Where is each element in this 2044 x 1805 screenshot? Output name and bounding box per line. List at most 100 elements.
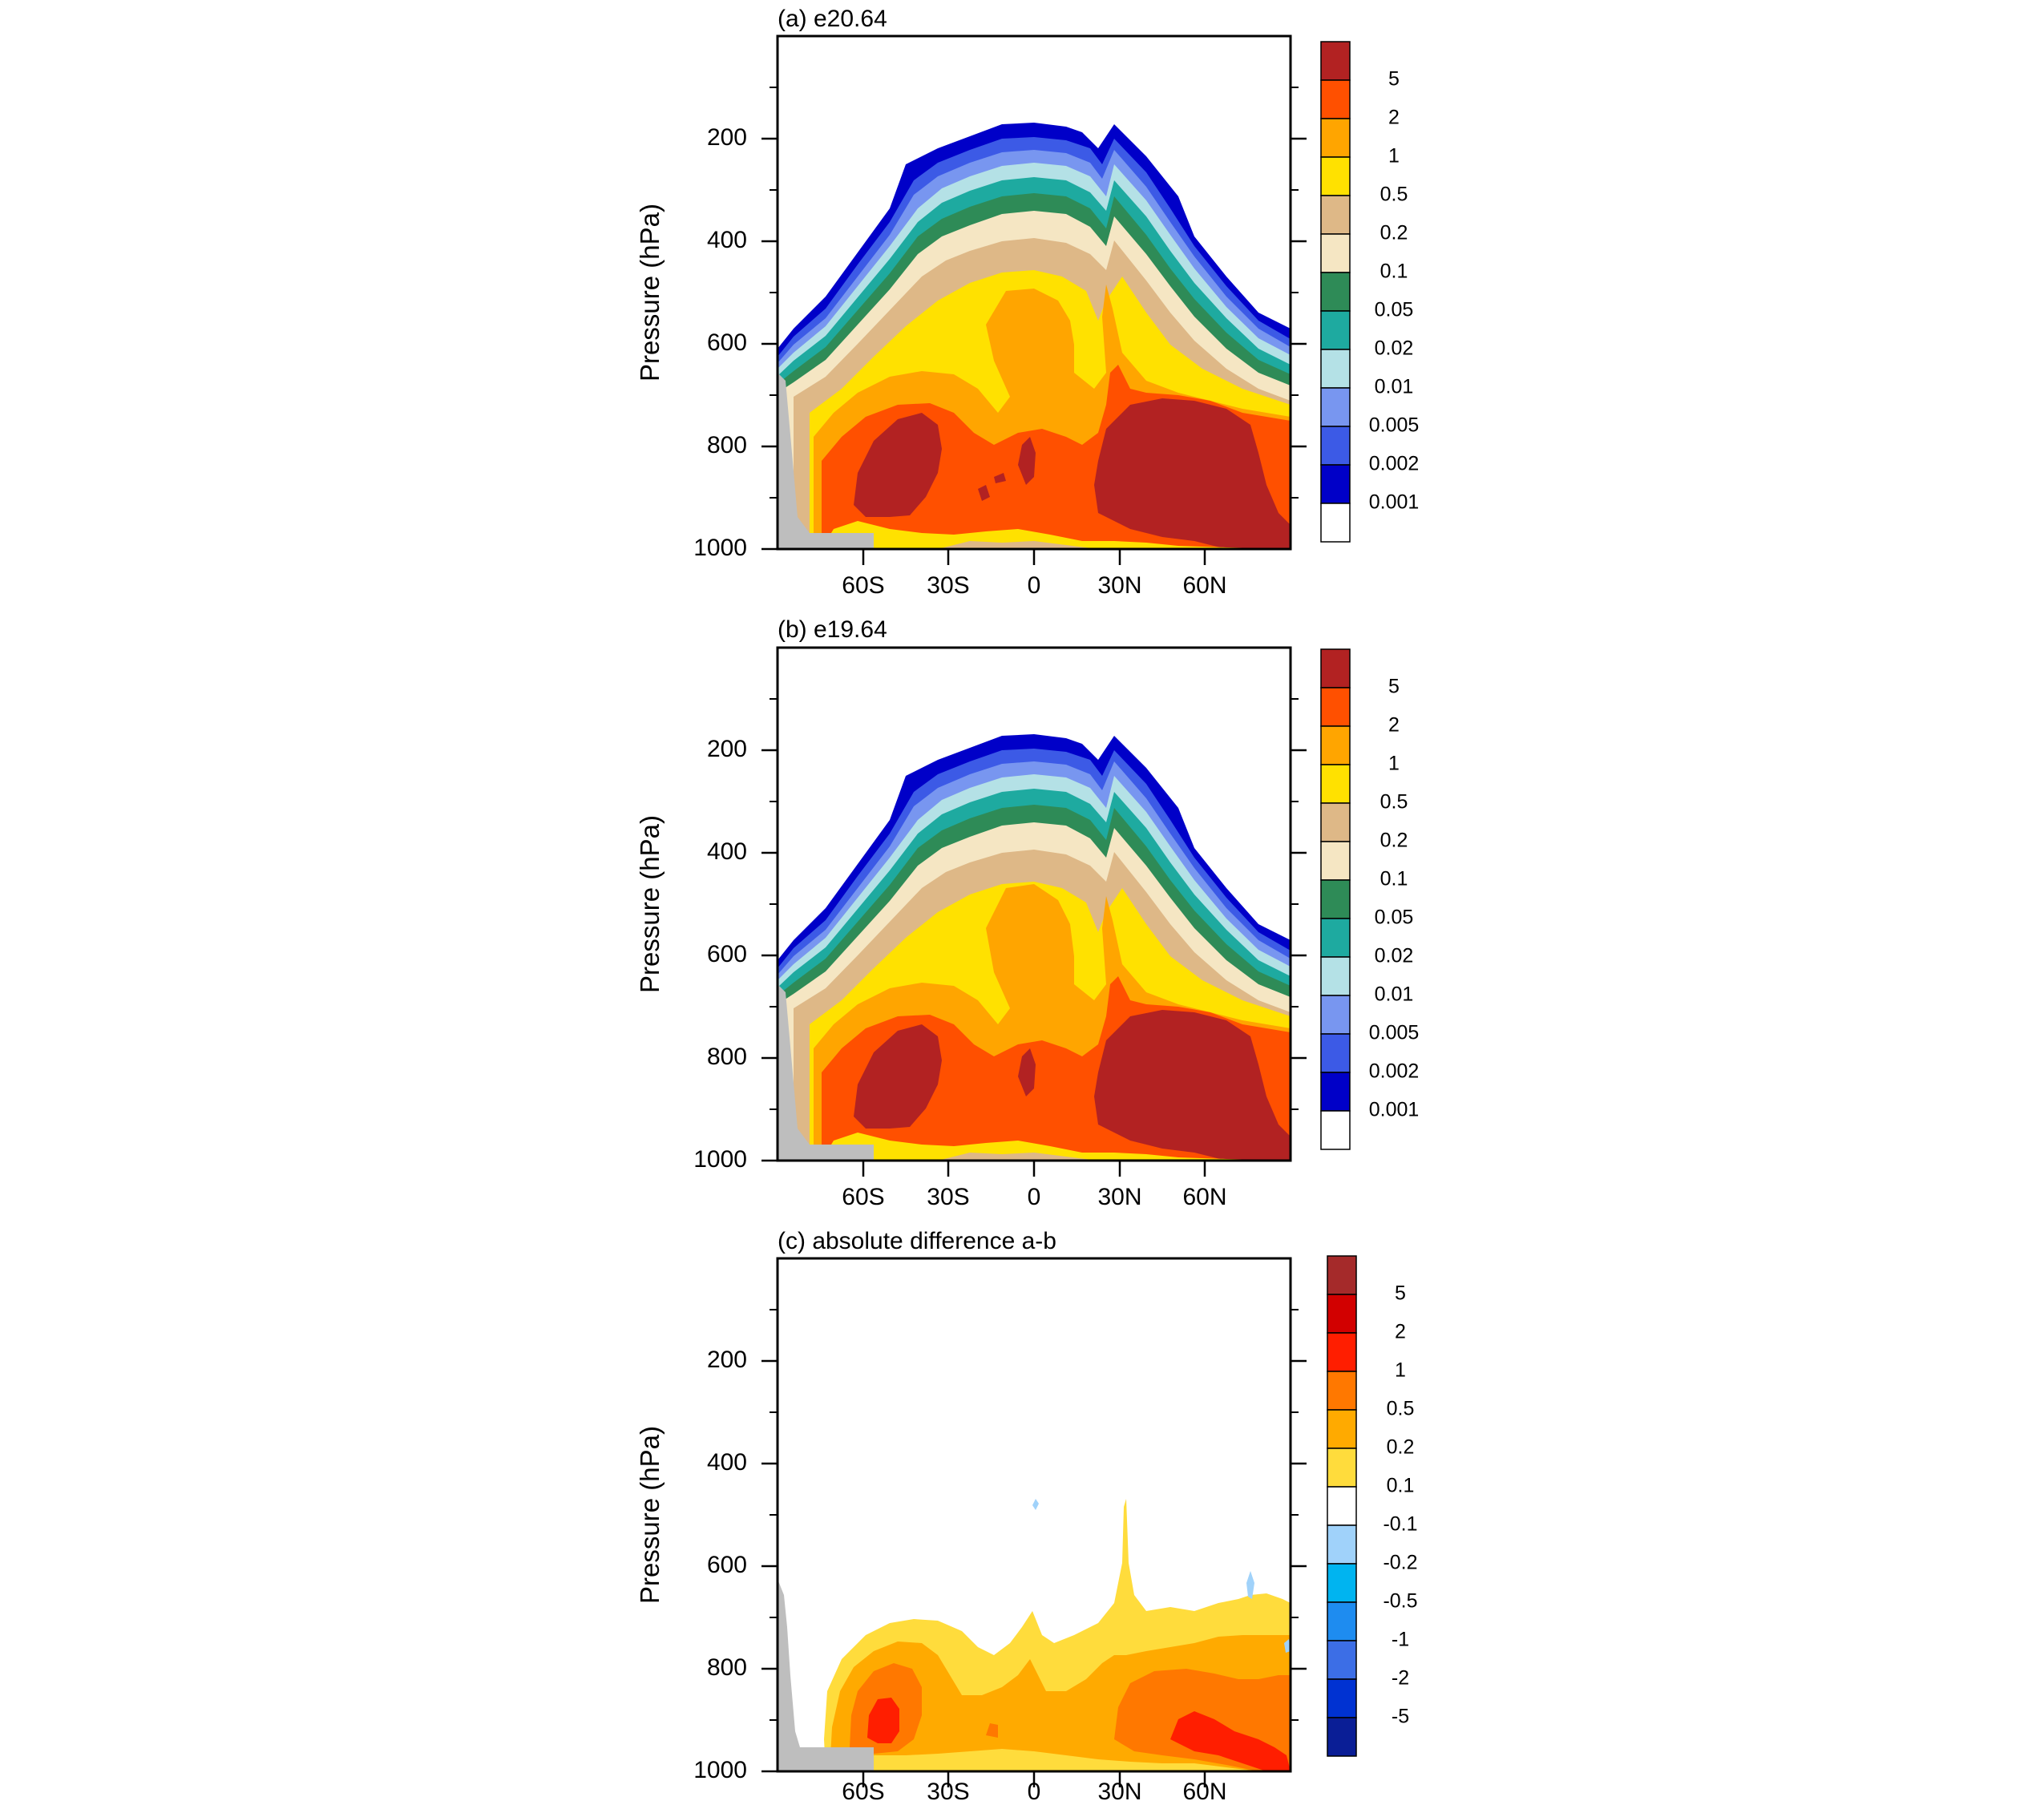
colorbar-swatch bbox=[1327, 1486, 1357, 1526]
colorbar-swatch bbox=[1320, 1072, 1351, 1112]
panel-b-ytick-label: 600 bbox=[707, 941, 747, 967]
colorbar-swatch bbox=[1320, 956, 1351, 996]
colorbar-swatch bbox=[1320, 195, 1351, 235]
panel-a-colorbar: 5 2 1 0.5 0.2 0.1 0.05 0.02 0.01 0.005 0.002 0.001 bbox=[1320, 41, 1420, 543]
colorbar-label: 0.1 bbox=[1380, 868, 1408, 890]
colorbar-swatch bbox=[1320, 503, 1351, 543]
colorbar-swatch bbox=[1320, 879, 1351, 919]
panel-c-xtick-label: 60S bbox=[842, 1779, 884, 1805]
topography-a bbox=[778, 373, 874, 549]
colorbar-swatch bbox=[1320, 41, 1351, 81]
panel-b-ytick-label: 1000 bbox=[693, 1146, 747, 1173]
colorbar-label: 0.2 bbox=[1380, 830, 1408, 852]
colorbar-label: 0.1 bbox=[1380, 260, 1408, 283]
panel-a-title: (a) e20.64 bbox=[778, 6, 887, 32]
panel-b-ytick-label: 800 bbox=[707, 1044, 747, 1070]
colorbar-label: 0.002 bbox=[1369, 1060, 1420, 1083]
colorbar-label: 5 bbox=[1388, 68, 1400, 91]
colorbar-label: 0.02 bbox=[1375, 337, 1414, 360]
colorbar-label: 0.002 bbox=[1369, 453, 1420, 475]
panel-c-xtick-label: 30N bbox=[1097, 1779, 1141, 1805]
panel-b-xtick-label: 30N bbox=[1097, 1184, 1141, 1210]
panel-c-ylabel: Pressure (hPa) bbox=[635, 1426, 665, 1604]
colorbar-swatch bbox=[1320, 1110, 1351, 1150]
band-5-south bbox=[854, 1024, 942, 1129]
colorbar-swatch bbox=[1327, 1255, 1357, 1295]
band-5-small-2 bbox=[994, 473, 1006, 483]
panel-c-colorbar: 5 2 1 0.5 0.2 0.1 -0.1 -0.2 -0.5 -1 -2 -5 bbox=[1327, 1255, 1418, 1757]
panel-c-xtick-label: 60N bbox=[1182, 1779, 1226, 1805]
colorbar-swatch bbox=[1320, 156, 1351, 196]
colorbar-label: 0.5 bbox=[1380, 791, 1408, 814]
panel-b-xtick-label: 60S bbox=[842, 1184, 884, 1210]
panel-a-ylabel: Pressure (hPa) bbox=[635, 204, 665, 382]
colorbar-swatch bbox=[1320, 118, 1351, 158]
colorbar-swatch bbox=[1320, 387, 1351, 427]
colorbar-swatch bbox=[1327, 1601, 1357, 1641]
panel-a-field bbox=[778, 123, 1291, 549]
colorbar-label: -5 bbox=[1392, 1706, 1409, 1728]
diff-band-negative-3 bbox=[1284, 1639, 1291, 1653]
colorbar-label: 0.05 bbox=[1375, 299, 1414, 321]
panel-a-ytick-label: 400 bbox=[707, 227, 747, 253]
colorbar-label: 0.001 bbox=[1369, 491, 1420, 514]
colorbar-swatch bbox=[1320, 725, 1351, 765]
colorbar-swatch bbox=[1327, 1371, 1357, 1411]
panel-c-ytick-label: 400 bbox=[707, 1449, 747, 1476]
diff-band-1-north bbox=[1170, 1711, 1291, 1771]
colorbar-label: -0.1 bbox=[1383, 1513, 1417, 1536]
colorbar-label: 2 bbox=[1395, 1321, 1406, 1343]
panel-a-xtick-label: 30N bbox=[1097, 572, 1141, 599]
colorbar-label: 0.02 bbox=[1375, 945, 1414, 967]
panel-b-ytick-label: 400 bbox=[707, 838, 747, 865]
colorbar-label: 1 bbox=[1388, 753, 1400, 775]
panel-c-ytick-label: 600 bbox=[707, 1552, 747, 1578]
colorbar-label: -1 bbox=[1392, 1629, 1409, 1651]
band-5-north bbox=[1094, 398, 1291, 549]
colorbar-swatch bbox=[1320, 1033, 1351, 1073]
band-0.2-surface bbox=[938, 541, 1098, 549]
colorbar-swatch bbox=[1320, 464, 1351, 504]
panel-c: (c) absolute difference a-b bbox=[635, 1228, 1418, 1805]
colorbar-label: 0.5 bbox=[1387, 1398, 1415, 1420]
panel-a-xtick-label: 60S bbox=[842, 572, 884, 599]
panel-b-xtick-label: 30S bbox=[927, 1184, 969, 1210]
colorbar-swatch bbox=[1327, 1409, 1357, 1449]
colorbar-label: 5 bbox=[1388, 676, 1400, 698]
colorbar-swatch bbox=[1320, 349, 1351, 389]
colorbar-label: -2 bbox=[1392, 1667, 1409, 1690]
panel-c-ytick-label: 800 bbox=[707, 1654, 747, 1681]
colorbar-swatch bbox=[1327, 1563, 1357, 1603]
panel-b-colorbar: 5 2 1 0.5 0.2 0.1 0.05 0.02 0.01 0.005 0.002 0.001 bbox=[1320, 648, 1420, 1150]
band-5-small-1 bbox=[978, 485, 990, 501]
colorbar-swatch bbox=[1320, 995, 1351, 1035]
colorbar-label: 5 bbox=[1395, 1282, 1406, 1305]
panel-a-xtick-label: 60N bbox=[1182, 572, 1226, 599]
panel-c-ytick-label: 1000 bbox=[693, 1757, 747, 1783]
colorbar-label: 0.001 bbox=[1369, 1099, 1420, 1121]
panel-a-xtick-label: 30S bbox=[927, 572, 969, 599]
panel-b-xtick-label: 0 bbox=[1028, 1184, 1041, 1210]
colorbar-swatch bbox=[1320, 426, 1351, 466]
colorbar-label: 0.005 bbox=[1369, 414, 1420, 437]
panel-c-ytick-label: 200 bbox=[707, 1347, 747, 1373]
colorbar-label: 0.1 bbox=[1387, 1475, 1415, 1497]
colorbar-label: 0.2 bbox=[1380, 222, 1408, 244]
colorbar-label: -0.2 bbox=[1383, 1552, 1417, 1574]
colorbar-label: 0.05 bbox=[1375, 907, 1414, 929]
colorbar-label: 0.01 bbox=[1375, 376, 1414, 398]
panel-b-xticks: 60S 30S 0 30N 60N bbox=[842, 1161, 1227, 1210]
colorbar-swatch bbox=[1320, 272, 1351, 312]
colorbar-label: 0.01 bbox=[1375, 983, 1414, 1006]
colorbar-swatch bbox=[1320, 802, 1351, 842]
band-5-equator bbox=[1018, 1048, 1036, 1096]
colorbar-swatch bbox=[1320, 764, 1351, 804]
panel-a-xtick-label: 0 bbox=[1028, 572, 1041, 599]
panel-c-xticks: 60S 30S 0 30N 60N bbox=[842, 1771, 1227, 1805]
colorbar-swatch bbox=[1320, 918, 1351, 958]
band-5-south bbox=[854, 413, 942, 517]
band-5-north bbox=[1094, 1010, 1291, 1161]
panel-b-ytick-label: 200 bbox=[707, 736, 747, 762]
colorbar-swatch bbox=[1320, 79, 1351, 119]
band-5-equator bbox=[1018, 437, 1036, 485]
